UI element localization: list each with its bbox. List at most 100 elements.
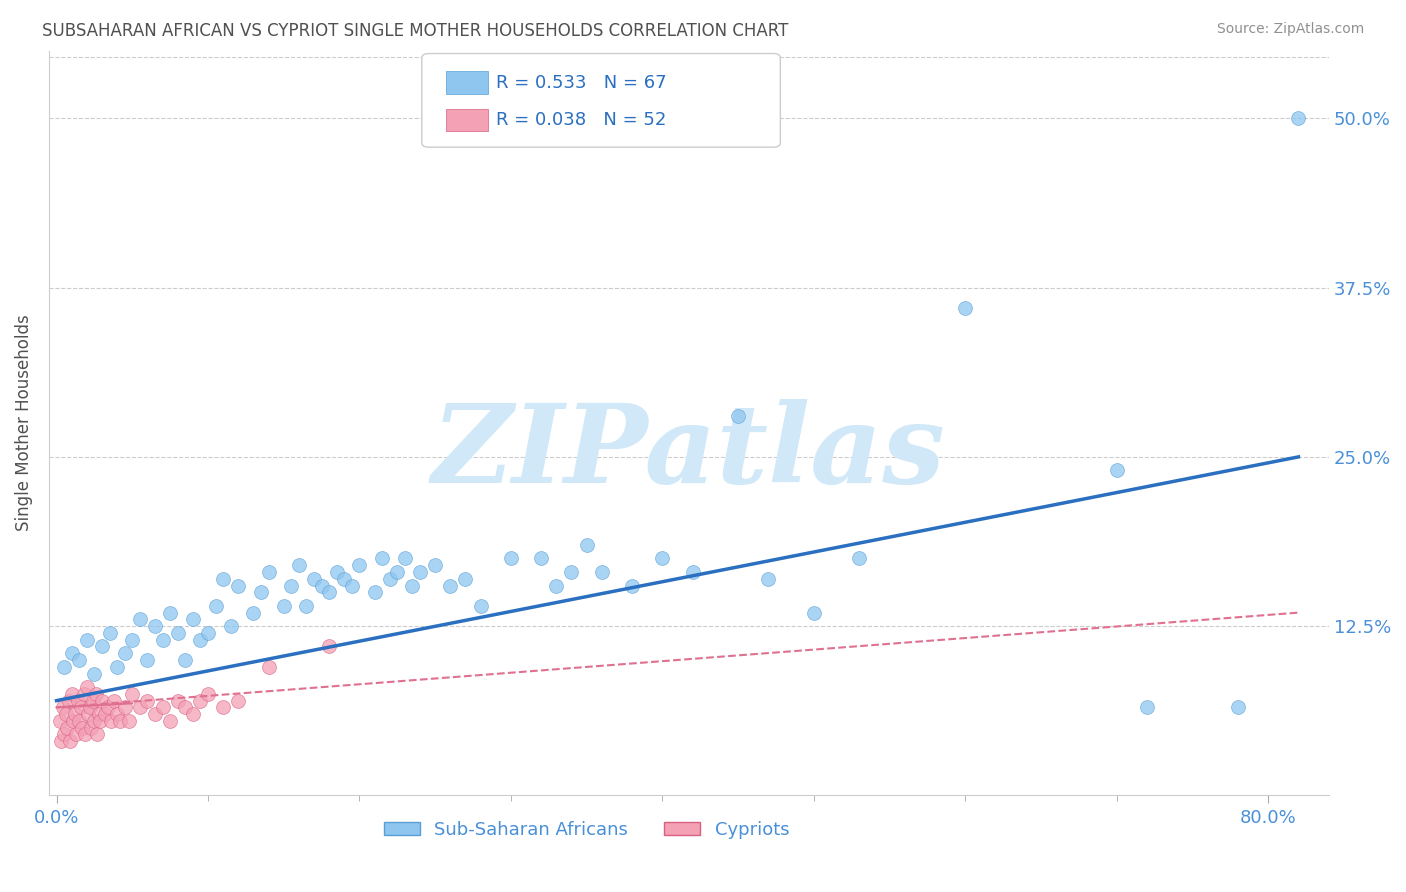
Point (91, 640, 114, 654)
Point (118, 714, 141, 728)
Point (108, 714, 131, 728)
Point (257, 659, 280, 673)
Point (72, 721, 94, 735)
Point (454, 572, 477, 586)
Point (727, 409, 749, 424)
Point (67, 653, 90, 667)
Point (159, 714, 181, 728)
Point (91, 693, 114, 707)
Point (53, 659, 76, 673)
Point (848, 551, 870, 566)
Point (560, 565, 582, 579)
Point (103, 693, 125, 707)
Point (318, 585, 340, 599)
Point (190, 632, 212, 647)
Point (530, 551, 553, 566)
Point (69, 700, 91, 714)
Point (425, 558, 447, 573)
Point (83, 666, 105, 681)
Point (955, 301, 977, 315)
Point (758, 572, 780, 586)
Point (204, 599, 226, 613)
Point (1226, 700, 1249, 714)
Point (56, 721, 79, 735)
Point (273, 599, 295, 613)
Point (340, 578, 363, 592)
Point (257, 565, 280, 579)
Text: Source: ZipAtlas.com: Source: ZipAtlas.com (1216, 22, 1364, 37)
Point (1288, 112, 1310, 126)
Point (546, 578, 568, 592)
Point (470, 599, 492, 613)
Point (121, 632, 143, 647)
Point (82, 693, 104, 707)
Point (250, 585, 273, 599)
Point (62, 714, 84, 728)
Legend: Sub-Saharan Africans, Cypriots: Sub-Saharan Africans, Cypriots (377, 814, 797, 846)
Point (48, 714, 70, 728)
Point (114, 646, 136, 660)
Point (55, 707, 77, 722)
Point (803, 606, 825, 620)
Point (100, 714, 122, 728)
Point (363, 585, 385, 599)
Point (166, 626, 188, 640)
Point (174, 653, 197, 667)
Point (333, 572, 356, 586)
Point (499, 551, 522, 566)
Point (651, 551, 673, 566)
Point (67, 714, 90, 728)
Point (136, 653, 159, 667)
Point (1105, 463, 1128, 477)
Point (174, 700, 197, 714)
Point (128, 700, 150, 714)
Point (73, 687, 96, 701)
Text: R = 0.038   N = 52: R = 0.038 N = 52 (496, 111, 666, 128)
Point (166, 693, 188, 707)
Point (401, 578, 423, 592)
Point (76, 632, 98, 647)
Point (121, 687, 143, 701)
Text: R = 0.533   N = 67: R = 0.533 N = 67 (496, 74, 666, 92)
Point (143, 619, 166, 633)
Point (87, 707, 110, 722)
Point (219, 619, 242, 633)
Point (76, 680, 98, 694)
Point (77, 707, 100, 722)
Point (59, 734, 82, 748)
Point (378, 572, 401, 586)
Point (621, 578, 644, 592)
Point (97, 700, 120, 714)
Point (295, 599, 318, 613)
Point (84, 687, 107, 701)
Point (280, 578, 302, 592)
Point (60, 687, 83, 701)
Point (371, 551, 394, 566)
Point (190, 693, 212, 707)
Point (212, 572, 235, 586)
Point (682, 565, 704, 579)
Point (181, 612, 204, 626)
Point (65, 727, 87, 741)
Point (53, 727, 76, 741)
Point (152, 632, 174, 647)
Point (197, 626, 219, 640)
Point (105, 659, 128, 673)
Point (409, 565, 432, 579)
Point (58, 693, 80, 707)
Point (143, 707, 166, 722)
Text: ZIPatlas: ZIPatlas (432, 399, 946, 507)
Point (159, 606, 181, 620)
Point (181, 707, 204, 722)
Point (63, 707, 86, 722)
Point (1136, 700, 1159, 714)
Point (89, 714, 111, 728)
Point (98, 626, 121, 640)
Text: SUBSAHARAN AFRICAN VS CYPRIOT SINGLE MOTHER HOUSEHOLDS CORRELATION CHART: SUBSAHARAN AFRICAN VS CYPRIOT SINGLE MOT… (42, 22, 789, 40)
Point (318, 640, 340, 654)
Point (52, 700, 75, 714)
Point (49, 734, 72, 748)
Point (136, 693, 159, 707)
Point (288, 558, 311, 573)
Point (311, 578, 333, 592)
